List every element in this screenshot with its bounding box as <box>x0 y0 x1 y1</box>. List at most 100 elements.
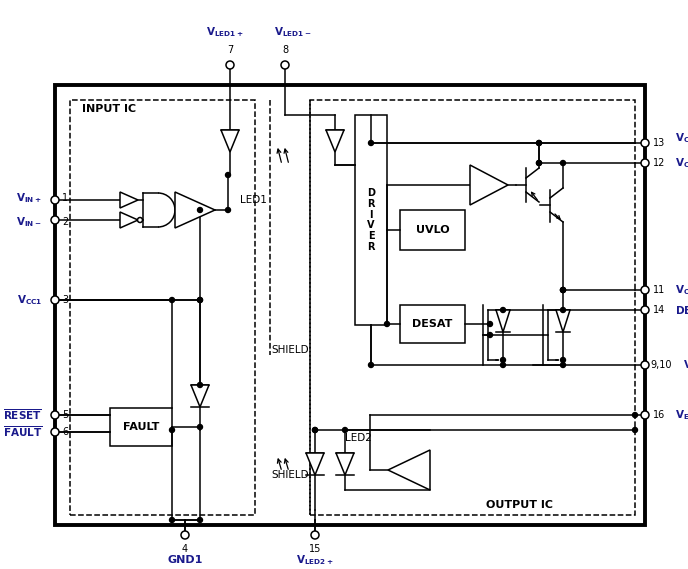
Polygon shape <box>556 310 570 332</box>
Circle shape <box>641 286 649 294</box>
Circle shape <box>226 61 234 69</box>
Text: SHIELD: SHIELD <box>271 345 309 355</box>
Circle shape <box>537 141 541 146</box>
Circle shape <box>537 160 541 166</box>
Circle shape <box>312 427 317 432</box>
Polygon shape <box>470 165 508 205</box>
Circle shape <box>561 357 566 362</box>
Text: UVLO: UVLO <box>416 225 449 235</box>
Circle shape <box>561 362 566 368</box>
Circle shape <box>51 411 59 419</box>
Text: 11: 11 <box>653 285 665 295</box>
Text: 15: 15 <box>309 544 321 554</box>
Circle shape <box>561 287 566 292</box>
Bar <box>400 210 465 250</box>
Circle shape <box>197 298 202 303</box>
Circle shape <box>197 424 202 430</box>
Circle shape <box>169 298 175 303</box>
Bar <box>400 305 465 343</box>
Polygon shape <box>221 130 239 152</box>
Polygon shape <box>388 450 430 490</box>
Bar <box>70 100 255 515</box>
Text: $\overline{\mathbf{FAULT}}$: $\overline{\mathbf{FAULT}}$ <box>3 424 42 439</box>
Circle shape <box>488 332 493 337</box>
Polygon shape <box>336 453 354 475</box>
Text: 5: 5 <box>62 410 68 420</box>
Text: 9,10: 9,10 <box>650 360 671 370</box>
Circle shape <box>537 141 541 146</box>
Text: $\mathbf{V_{IN+}}$: $\mathbf{V_{IN+}}$ <box>17 191 42 205</box>
Text: SHIELD: SHIELD <box>271 470 309 480</box>
Bar <box>310 100 635 515</box>
Circle shape <box>561 287 566 292</box>
Bar <box>355 115 387 325</box>
Text: $\overline{\mathbf{RESET}}$: $\overline{\mathbf{RESET}}$ <box>3 407 42 422</box>
Text: FAULT: FAULT <box>123 422 159 432</box>
Circle shape <box>312 427 317 432</box>
Polygon shape <box>120 212 138 228</box>
Text: $\mathbf{V_C}$: $\mathbf{V_C}$ <box>675 156 688 170</box>
Text: 14: 14 <box>653 305 665 315</box>
Circle shape <box>197 208 202 212</box>
Text: 2: 2 <box>62 217 68 227</box>
Circle shape <box>641 159 649 167</box>
Text: LED2: LED2 <box>345 433 372 443</box>
Circle shape <box>51 428 59 436</box>
Circle shape <box>181 531 189 539</box>
Circle shape <box>561 307 566 312</box>
Circle shape <box>632 413 638 418</box>
Text: 7: 7 <box>227 45 233 55</box>
Text: D
R
I
V
E
R: D R I V E R <box>367 188 375 252</box>
Bar <box>110 408 172 446</box>
Circle shape <box>500 307 506 312</box>
Text: $\mathbf{V_{CC1}}$: $\mathbf{V_{CC1}}$ <box>17 293 42 307</box>
Text: $\mathbf{V_{EE}}$: $\mathbf{V_{EE}}$ <box>683 358 688 372</box>
Text: $\mathbf{V_{IN-}}$: $\mathbf{V_{IN-}}$ <box>17 215 42 229</box>
Text: 6: 6 <box>62 427 68 437</box>
Circle shape <box>197 298 202 303</box>
Circle shape <box>537 160 541 166</box>
Circle shape <box>51 296 59 304</box>
Text: INPUT IC: INPUT IC <box>82 104 136 114</box>
Polygon shape <box>120 192 138 208</box>
Text: $\mathbf{V_{LED1-}}$: $\mathbf{V_{LED1-}}$ <box>275 25 312 39</box>
Circle shape <box>197 517 202 522</box>
Polygon shape <box>175 192 215 228</box>
Polygon shape <box>326 130 344 152</box>
Circle shape <box>197 382 202 387</box>
Polygon shape <box>306 453 324 475</box>
Circle shape <box>641 139 649 147</box>
Circle shape <box>51 216 59 224</box>
Circle shape <box>385 321 389 327</box>
Text: 8: 8 <box>282 45 288 55</box>
Circle shape <box>561 287 566 292</box>
Text: OUTPUT IC: OUTPUT IC <box>486 500 554 510</box>
Text: 13: 13 <box>653 138 665 148</box>
Circle shape <box>169 427 175 432</box>
Circle shape <box>369 141 374 146</box>
Circle shape <box>641 361 649 369</box>
Text: $\mathbf{V_{OUT}}$: $\mathbf{V_{OUT}}$ <box>675 283 688 297</box>
Circle shape <box>226 208 230 212</box>
Text: $\mathbf{V_{LED1+}}$: $\mathbf{V_{LED1+}}$ <box>206 25 244 39</box>
Circle shape <box>169 517 175 522</box>
Circle shape <box>311 531 319 539</box>
Text: DESAT: DESAT <box>412 319 453 329</box>
Circle shape <box>226 172 230 178</box>
Text: 16: 16 <box>653 410 665 420</box>
Bar <box>55 85 645 525</box>
Circle shape <box>500 362 506 368</box>
Polygon shape <box>496 310 510 332</box>
Circle shape <box>488 321 493 327</box>
Text: $\mathbf{DESAT}$: $\mathbf{DESAT}$ <box>675 304 688 316</box>
Text: 1: 1 <box>62 193 68 203</box>
Circle shape <box>369 362 374 368</box>
Circle shape <box>281 61 289 69</box>
Circle shape <box>632 427 638 432</box>
Circle shape <box>51 196 59 204</box>
Text: LED1: LED1 <box>240 195 267 205</box>
Polygon shape <box>191 385 209 407</box>
Text: 12: 12 <box>653 158 665 168</box>
Circle shape <box>343 427 347 432</box>
Circle shape <box>641 411 649 419</box>
